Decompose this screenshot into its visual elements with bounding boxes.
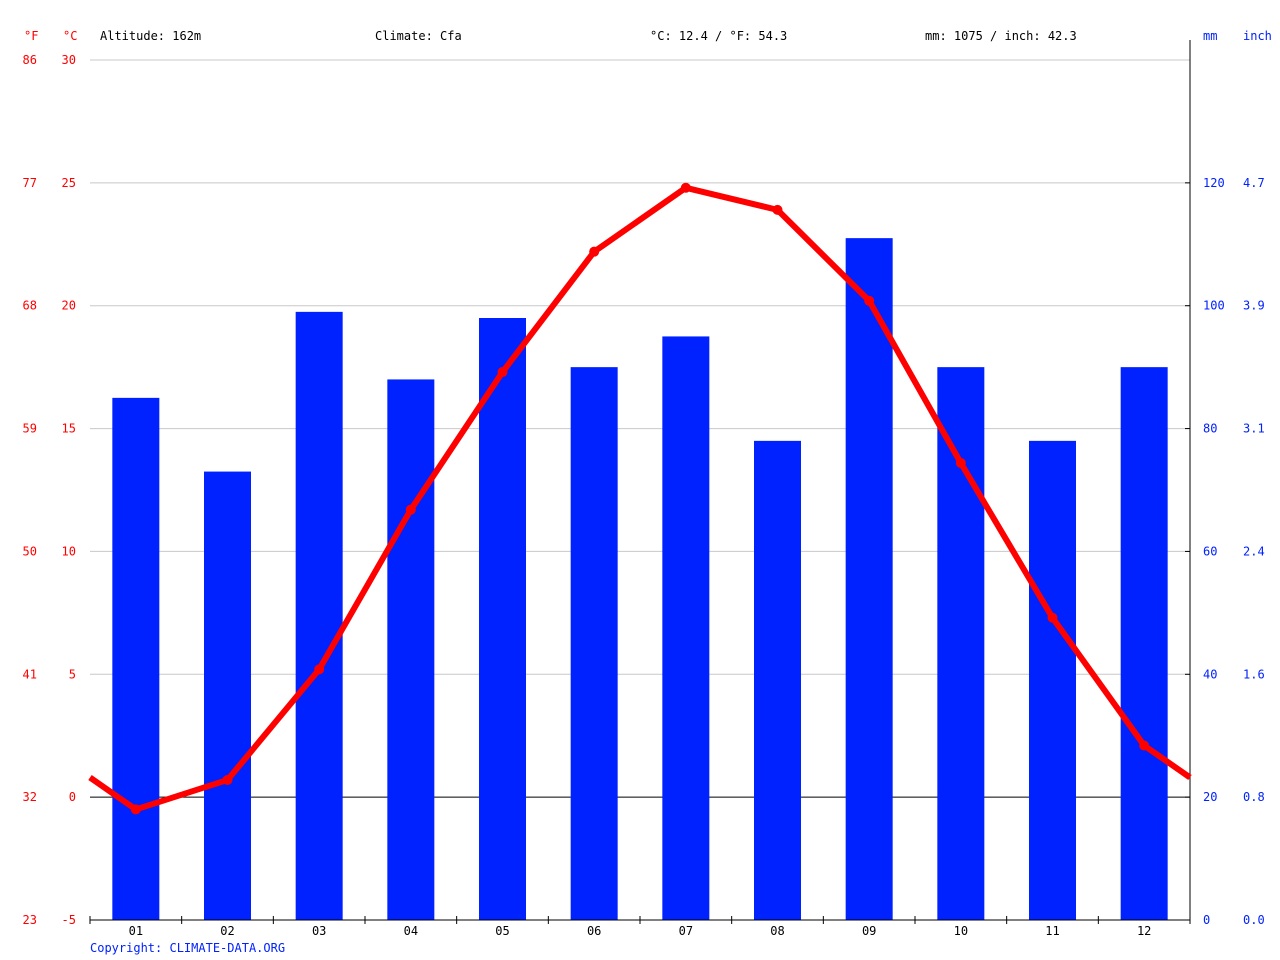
temperature-point — [589, 246, 600, 257]
fahrenheit-tick-label: 68 — [23, 299, 37, 313]
climate-label: Climate: Cfa — [375, 29, 462, 43]
inch-unit-label: inch — [1243, 29, 1272, 43]
temperature-point — [1047, 612, 1058, 623]
celsius-tick-label: 30 — [62, 53, 76, 67]
gridlines — [90, 59, 1190, 921]
fahrenheit-tick-label: 41 — [23, 667, 37, 681]
inch-tick-label: 1.6 — [1243, 667, 1265, 681]
month-label: 07 — [679, 924, 693, 938]
precipitation-bar — [295, 311, 343, 920]
temperature-point — [772, 204, 783, 215]
fahrenheit-tick-label: 77 — [23, 176, 37, 190]
precipitation-bar — [479, 318, 526, 920]
temperature-point — [680, 182, 691, 193]
inch-tick-label: 3.9 — [1243, 299, 1265, 313]
month-label: 04 — [404, 924, 418, 938]
precipitation-bar — [1029, 440, 1076, 920]
temperature-point — [497, 367, 508, 378]
temperature-point — [405, 504, 416, 515]
temperature-point — [864, 295, 875, 306]
month-label: 11 — [1045, 924, 1059, 938]
precipitation-bar — [570, 367, 618, 921]
inch-tick-label: 4.7 — [1243, 176, 1265, 190]
temperature-point — [314, 664, 325, 675]
month-label: 09 — [862, 924, 876, 938]
mm-tick-label: 60 — [1203, 544, 1217, 558]
altitude-label: Altitude: 162m — [100, 29, 201, 43]
fahrenheit-tick-label: 86 — [23, 53, 37, 67]
celsius-unit-label: °C — [63, 29, 77, 43]
average-temperature-label: °C: 12.4 / °F: 54.3 — [650, 29, 787, 43]
month-label: 10 — [954, 924, 968, 938]
month-label: 01 — [129, 924, 143, 938]
month-label: 03 — [312, 924, 326, 938]
celsius-tick-label: 20 — [62, 299, 76, 313]
inch-tick-label: 0.0 — [1243, 913, 1265, 927]
precipitation-total-label: mm: 1075 / inch: 42.3 — [925, 29, 1077, 43]
precipitation-bar — [387, 379, 435, 920]
month-label: 05 — [495, 924, 509, 938]
fahrenheit-tick-label: 23 — [23, 913, 37, 927]
fahrenheit-unit-label: °F — [24, 29, 38, 43]
month-label: 06 — [587, 924, 601, 938]
mm-tick-label: 80 — [1203, 422, 1217, 436]
celsius-tick-label: 5 — [69, 667, 76, 681]
inch-tick-label: 3.1 — [1243, 422, 1265, 436]
precipitation-bar — [204, 471, 251, 920]
temperature-point — [1139, 740, 1150, 751]
celsius-tick-label: 15 — [62, 422, 76, 436]
temperature-point — [130, 804, 141, 815]
mm-unit-label: mm — [1203, 29, 1217, 43]
celsius-tick-label: 25 — [62, 176, 76, 190]
precipitation-bar — [112, 397, 160, 920]
axis-labels: -5 23 0 32 5 41 10 50 15 59 20 68 25 77 30 86 0 0.0 20 0.8 4… — [23, 53, 1265, 938]
precipitation-bar — [662, 336, 710, 920]
fahrenheit-tick-label: 32 — [23, 790, 37, 804]
precipitation-bar — [845, 238, 893, 921]
mm-tick-label: 40 — [1203, 667, 1217, 681]
precipitation-bar — [937, 367, 985, 921]
precipitation-bar — [1120, 367, 1168, 921]
inch-tick-label: 0.8 — [1243, 790, 1265, 804]
celsius-tick-label: 0 — [69, 790, 76, 804]
fahrenheit-tick-label: 59 — [23, 422, 37, 436]
temperature-line — [88, 182, 1192, 815]
copyright-link[interactable]: Copyright: CLIMATE-DATA.ORG — [90, 941, 285, 955]
temperature-point — [955, 457, 966, 468]
month-label: 08 — [770, 924, 784, 938]
temperature-point — [222, 774, 233, 785]
mm-tick-label: 100 — [1203, 299, 1225, 313]
inch-tick-label: 2.4 — [1243, 544, 1265, 558]
axes — [89, 40, 1191, 924]
fahrenheit-tick-label: 50 — [23, 544, 37, 558]
celsius-tick-label: 10 — [62, 544, 76, 558]
month-label: 12 — [1137, 924, 1151, 938]
precipitation-bars — [112, 238, 1168, 921]
temperature-series-line — [88, 184, 1192, 813]
mm-tick-label: 0 — [1203, 913, 1210, 927]
precipitation-bar — [754, 440, 801, 920]
mm-tick-label: 120 — [1203, 176, 1225, 190]
celsius-tick-label: -5 — [62, 913, 76, 927]
mm-tick-label: 20 — [1203, 790, 1217, 804]
month-label: 02 — [220, 924, 234, 938]
